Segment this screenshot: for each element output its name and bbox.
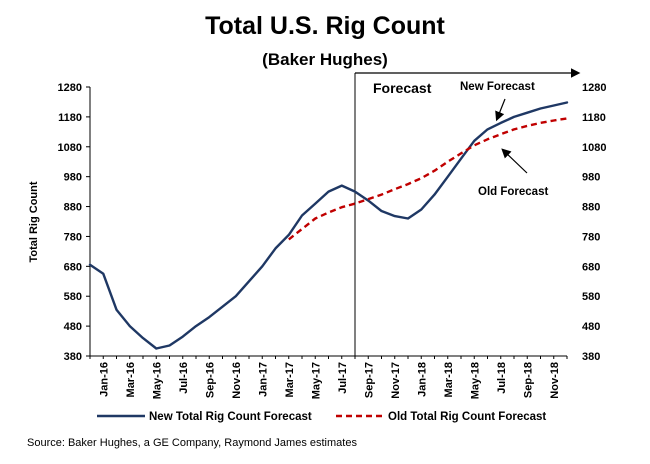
new-forecast-annotation: New Forecast [460,81,535,93]
new-forecast-arrow [495,98,506,122]
x-tick-label: Mar-16 [125,362,137,397]
y-tick-label-right: 1180 [582,112,606,124]
y-tick-label-right: 480 [582,321,600,333]
x-tick-label: Sep-16 [204,362,216,398]
x-tick-label: Jul-18 [496,362,508,394]
legend: New Total Rig Count Forecast Old Total Ri… [97,411,546,423]
x-tick-label: Nov-16 [231,362,243,399]
x-tick-label: May-17 [310,362,322,399]
x-tick-label: May-18 [469,362,481,399]
forecast-label: Forecast [373,80,432,96]
new-forecast-series-line [88,101,569,350]
y-axis-left-ticks: 380 480 580 680 780 880 980 1080 1180 1280 [58,82,90,363]
axes-group [89,87,567,357]
x-tick-label: Jan-18 [416,362,428,397]
x-tick-label: Mar-17 [284,362,296,397]
y-tick-label-right: 380 [582,351,600,363]
y-axis-right-ticks: 380 480 580 680 780 880 980 1080 1180 1280 [582,82,606,363]
legend-label-old: Old Total Rig Count Forecast [388,411,546,423]
x-tick-label: Mar-18 [443,362,455,397]
x-tick-label: May-16 [151,362,163,399]
y-tick-label-right: 1080 [582,142,606,154]
x-axis-ticks: Jan-16 Mar-16 May-16 Jul-16 Sep-16 Nov-16 Jan-… [89,356,568,399]
x-tick-label: Sep-17 [363,362,375,398]
x-tick-label: Nov-18 [549,362,561,399]
y-tick-label-left: 980 [64,172,82,184]
x-tick-label: Jan-16 [98,362,110,397]
x-tick-label: Sep-18 [522,362,534,398]
chart-title: Total U.S. Rig Count [205,12,445,40]
y-tick-label-right: 780 [582,231,600,243]
y-tick-label-left: 1080 [58,142,82,154]
y-tick-label-left: 680 [64,261,82,273]
y-tick-label-right: 1280 [582,82,606,94]
y-tick-label-right: 580 [582,291,600,303]
y-tick-label-left: 1180 [58,112,82,124]
y-tick-label-left: 1280 [58,82,82,94]
y-axis-title: Total Rig Count [28,181,40,262]
old-forecast-annotation: Old Forecast [478,186,548,198]
y-tick-label-left: 780 [64,231,82,243]
legend-label-new: New Total Rig Count Forecast [149,411,312,423]
forecast-region: Forecast [354,68,581,356]
y-tick-label-left: 380 [64,351,82,363]
old-forecast-series-line [288,117,568,241]
y-tick-label-left: 480 [64,321,82,333]
y-tick-label-left: 880 [64,202,82,214]
y-tick-label-right: 980 [582,172,600,184]
series-lines [88,101,569,350]
chart-subtitle: (Baker Hughes) [262,50,388,69]
y-tick-label-left: 580 [64,291,82,303]
source-note: Source: Baker Hughes, a GE Company, Raym… [27,437,357,449]
y-tick-label-right: 880 [582,202,600,214]
y-tick-label-right: 680 [582,261,600,273]
old-forecast-arrow [501,148,528,174]
x-tick-label: Jul-16 [178,362,190,394]
x-tick-label: Jul-17 [337,362,349,394]
x-tick-label: Jan-17 [257,362,269,397]
annotations: New Forecast Old Forecast [460,81,548,198]
x-tick-label: Nov-17 [390,362,402,399]
